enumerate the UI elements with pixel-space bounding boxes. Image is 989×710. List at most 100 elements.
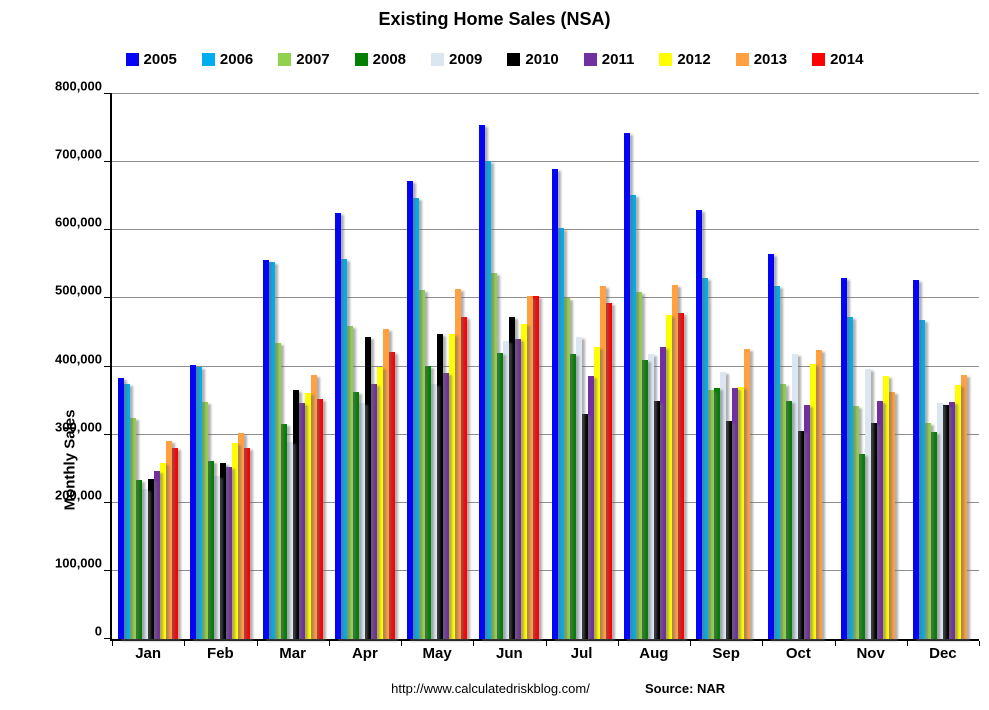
bar-2005-oct [768,254,775,639]
x-axis-tick-1 [184,641,186,646]
month-label-sep: Sep [712,645,740,662]
bar-2005-may [407,181,414,639]
month-label-mar: Mar [279,645,306,662]
bar-2011-sep [732,388,739,639]
bar-2009-aug [647,354,654,639]
bar-2006-jan [124,383,131,639]
bar-2006-apr [340,258,347,639]
legend-swatch-2012 [659,53,673,66]
bar-2014-may [461,317,468,639]
bar-2006-feb [196,366,203,639]
x-axis-tick-0 [112,641,113,646]
bar-2013-may [455,288,462,639]
bar-2008-may [425,365,432,639]
bar-2005-apr [334,213,341,639]
bar-2013-feb [238,432,245,639]
bar-2009-jan [142,489,149,639]
legend-item-2013: 2013 [735,51,787,68]
month-label-jul: Jul [570,645,593,662]
legend-label-2010: 2010 [525,51,559,68]
bar-2011-feb [226,467,233,639]
legend: 2005 2006 2007 2008 2009 2010 2011 2012 2013 2014 [0,51,989,68]
bar-2013-mar [310,375,317,639]
bar-2014-apr [388,351,395,639]
legend-swatch-2010 [507,53,521,66]
bar-2007-dec [924,423,931,639]
bar-2008-nov [858,453,865,639]
gridline-300000 [112,433,979,435]
gridline-100000 [112,569,979,571]
bar-2012-nov [882,376,889,639]
bar-2007-nov [852,406,859,639]
bar-2010-may [437,333,444,639]
bar-2005-mar [262,259,269,639]
y-axis-tick-label-100000: 100,000 [55,555,102,571]
y-axis-tick-label-0: 0 [94,623,102,639]
bar-2008-jan [136,479,143,639]
bar-2011-mar [298,403,305,639]
bar-2012-may [449,334,456,639]
gridline-500000 [112,297,979,299]
gridline-600000 [112,229,979,231]
bar-2010-jul [581,413,588,639]
month-label-apr: Apr [351,645,378,662]
legend-swatch-2007 [278,53,292,66]
bar-2007-mar [274,342,281,639]
bar-2008-oct [786,400,793,639]
month-group-sep [690,94,762,639]
bar-2010-mar [292,389,299,639]
bar-2006-may [413,197,420,639]
legend-swatch-2011 [583,53,597,66]
bar-2010-nov [870,423,877,639]
legend-item-2011: 2011 [583,51,634,68]
bar-2012-sep [738,386,745,639]
bar-2014-aug [677,313,684,639]
x-axis-tick-4 [401,641,402,646]
x-axis-tick-7 [617,641,619,646]
gridline-800000 [112,93,979,94]
bar-2014-feb [244,448,251,639]
bar-2011-apr [370,383,377,639]
month-label-feb: Feb [207,645,234,662]
bar-2013-jan [166,441,173,639]
legend-label-2006: 2006 [219,51,254,68]
month-group-aug [618,94,690,639]
bar-2010-sep [726,421,733,639]
bar-2007-may [419,290,426,639]
bar-2007-apr [346,326,353,639]
chart-title: Existing Home Sales (NSA) [378,9,611,29]
legend-swatch-2006 [201,53,215,66]
bar-2010-jan [148,478,155,639]
bar-2012-mar [304,393,311,639]
bar-2009-jun [503,340,510,639]
legend-item-2012: 2012 [659,51,711,68]
bar-2005-aug [623,132,630,639]
legend-label-2008: 2008 [372,51,407,68]
bar-2008-dec [930,431,937,639]
legend-item-2014: 2014 [812,51,863,68]
month-group-dec [907,94,979,639]
month-label-nov: Nov [856,645,885,662]
legend-item-2006: 2006 [201,51,254,68]
bar-2012-jun [521,324,528,639]
bar-2009-dec [936,403,943,639]
bar-2011-may [443,373,450,639]
x-axis-tick-9 [762,641,764,646]
legend-item-2005: 2005 [125,51,177,68]
x-axis-tick-10 [834,641,836,646]
y-axis-tick-500000 [104,297,112,299]
legend-swatch-2013 [735,53,749,66]
y-axis-tick-800000 [104,93,112,94]
legend-label-2012: 2012 [677,51,711,68]
bar-2011-nov [876,400,883,639]
bar-2006-jul [557,227,564,639]
bar-2012-aug [665,314,672,639]
legend-label-2005: 2005 [143,51,177,68]
month-label-oct: Oct [785,645,811,662]
y-axis-tick-label-500000: 500,000 [55,282,102,298]
bar-2006-jun [485,161,492,639]
bar-2011-jun [515,339,522,639]
month-label-jan: Jan [135,645,162,662]
bar-2006-aug [629,194,636,639]
